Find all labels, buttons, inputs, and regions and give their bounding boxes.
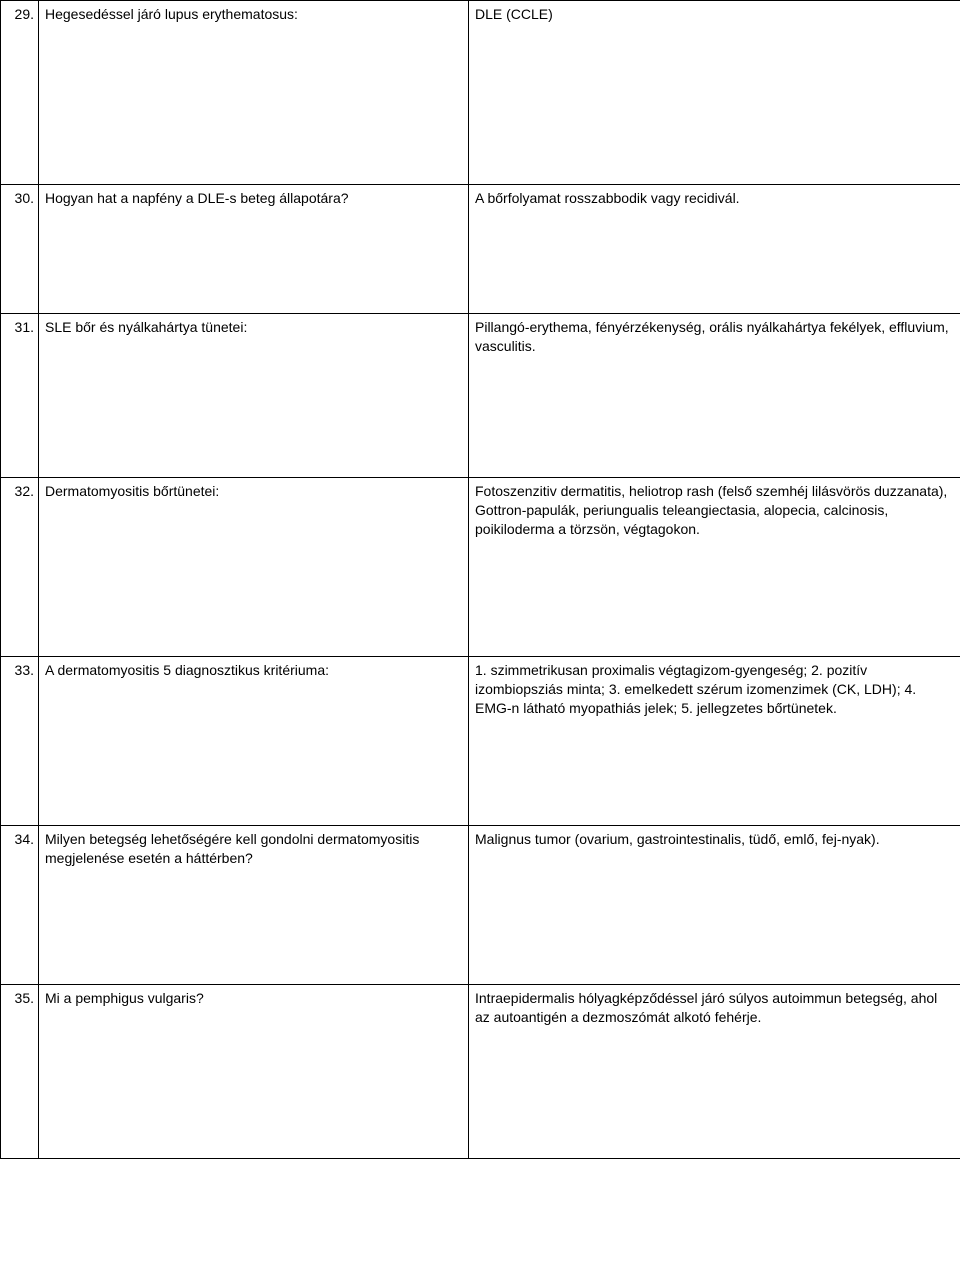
- answer-cell: Intraepidermalis hólyagképződéssel járó …: [469, 985, 960, 1159]
- qa-table: 29. Hegesedéssel járó lupus erythematosu…: [0, 0, 960, 1159]
- table-row: 31. SLE bőr és nyálkahártya tünetei: Pil…: [1, 314, 960, 478]
- answer-cell: 1. szimmetrikusan proximalis végtagizom-…: [469, 657, 960, 826]
- table-row: 33. A dermatomyositis 5 diagnosztikus kr…: [1, 657, 960, 826]
- answer-cell: Fotoszenzitiv dermatitis, heliotrop rash…: [469, 478, 960, 657]
- answer-cell: A bőrfolyamat rosszabbodik vagy recidivá…: [469, 185, 960, 314]
- answer-cell: Malignus tumor (ovarium, gastrointestina…: [469, 826, 960, 985]
- question-cell: Hogyan hat a napfény a DLE-s beteg állap…: [39, 185, 469, 314]
- answer-cell: DLE (CCLE): [469, 1, 960, 185]
- row-number: 34.: [1, 826, 39, 985]
- row-number: 32.: [1, 478, 39, 657]
- row-number: 35.: [1, 985, 39, 1159]
- row-number: 29.: [1, 1, 39, 185]
- row-number: 33.: [1, 657, 39, 826]
- table-row: 32. Dermatomyositis bőrtünetei: Fotoszen…: [1, 478, 960, 657]
- table-row: 29. Hegesedéssel járó lupus erythematosu…: [1, 1, 960, 185]
- table-row: 34. Milyen betegség lehetőségére kell go…: [1, 826, 960, 985]
- question-cell: Mi a pemphigus vulgaris?: [39, 985, 469, 1159]
- question-cell: A dermatomyositis 5 diagnosztikus kritér…: [39, 657, 469, 826]
- question-cell: Hegesedéssel járó lupus erythematosus:: [39, 1, 469, 185]
- table-row: 30. Hogyan hat a napfény a DLE-s beteg á…: [1, 185, 960, 314]
- question-cell: SLE bőr és nyálkahártya tünetei:: [39, 314, 469, 478]
- question-cell: Dermatomyositis bőrtünetei:: [39, 478, 469, 657]
- question-cell: Milyen betegség lehetőségére kell gondol…: [39, 826, 469, 985]
- row-number: 31.: [1, 314, 39, 478]
- table-row: 35. Mi a pemphigus vulgaris? Intraepider…: [1, 985, 960, 1159]
- answer-cell: Pillangó-erythema, fényérzékenység, orál…: [469, 314, 960, 478]
- row-number: 30.: [1, 185, 39, 314]
